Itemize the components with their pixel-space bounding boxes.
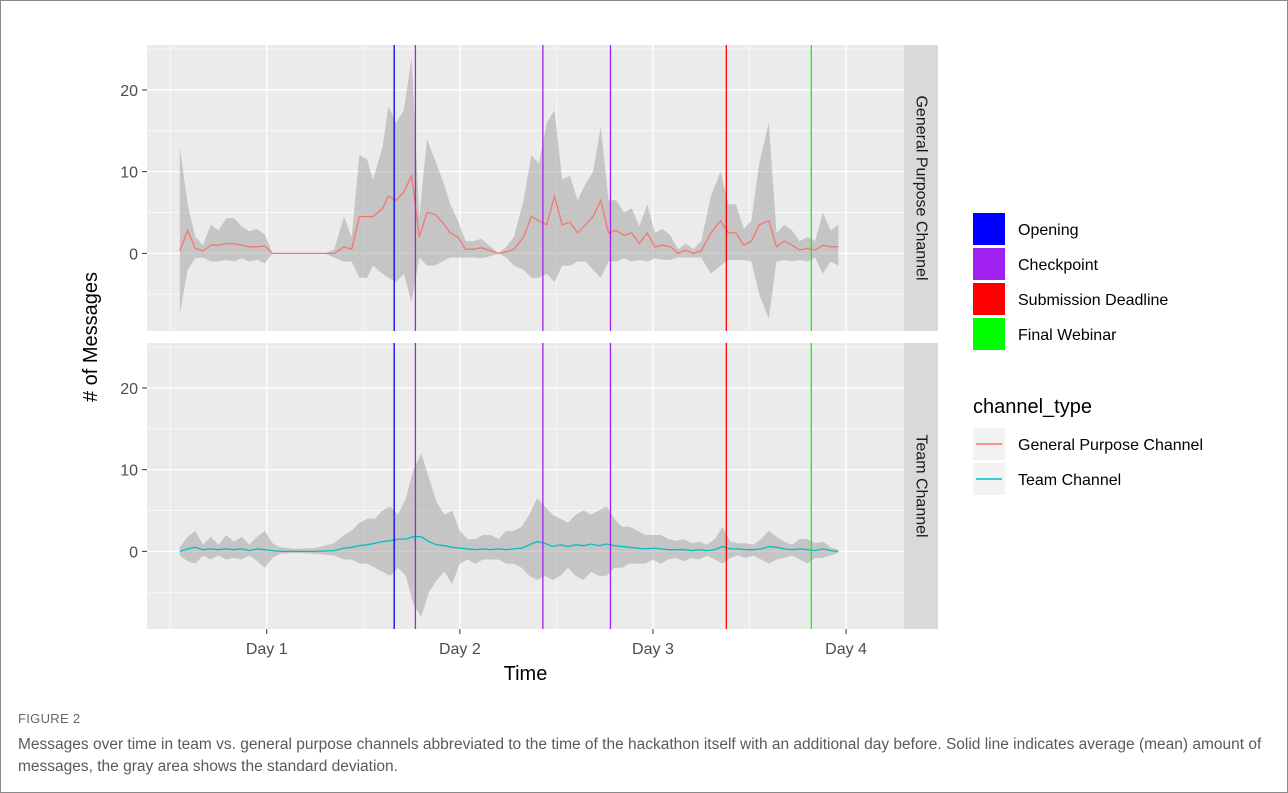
x-axis-title: Time xyxy=(504,663,548,685)
panel-background xyxy=(147,45,904,331)
y-tick-label: 20 xyxy=(120,83,138,100)
legend-label: Checkpoint xyxy=(1018,257,1099,274)
y-tick-label: 10 xyxy=(120,463,138,480)
y-tick-label: 0 xyxy=(129,246,138,263)
y-tick-label: 20 xyxy=(120,381,138,398)
legend-swatch-submission-deadline xyxy=(973,283,1005,315)
chart: General Purpose Channel Team Channel 0 10 2… xyxy=(80,45,1203,685)
x-tick-label: Day 3 xyxy=(632,641,674,658)
facet-panels xyxy=(147,45,904,629)
mean-line-general xyxy=(179,173,839,255)
facet-panel-1 xyxy=(147,45,904,331)
figure-caption: FIGURE 2 Messages over time in team vs. … xyxy=(18,711,1268,778)
facet-strip-label: Team Channel xyxy=(913,434,930,537)
legend-swatch-opening xyxy=(973,213,1005,245)
legend-swatch-checkpoint xyxy=(973,248,1005,280)
legend-label: Opening xyxy=(1018,222,1079,239)
caption-text: Messages over time in team vs. general p… xyxy=(18,736,1262,775)
legend-label: Team Channel xyxy=(1018,472,1121,489)
panel-background xyxy=(147,343,904,629)
x-tick-label: Day 1 xyxy=(246,641,288,658)
std-dev-ribbon xyxy=(179,453,839,617)
legend-title: channel_type xyxy=(973,396,1092,418)
y-tick-label: 0 xyxy=(129,544,138,561)
axes: 0 10 20 0 10 20 Day 1 Day 2 Day 3 Day 4 xyxy=(120,83,867,658)
std-dev-ribbon xyxy=(179,57,839,319)
facet-strip xyxy=(904,343,938,629)
facet-strip-label: General Purpose Channel xyxy=(913,95,930,280)
x-tick-label: Day 4 xyxy=(825,641,867,658)
legend: Opening Checkpoint Submission Deadline Fina… xyxy=(973,213,1203,495)
x-tick-label: Day 2 xyxy=(439,641,481,658)
legend-label: Submission Deadline xyxy=(1018,292,1168,309)
legend-label: Final Webinar xyxy=(1018,327,1117,344)
facet-panel-2 xyxy=(147,343,904,629)
y-tick-label: 10 xyxy=(120,165,138,182)
legend-label: General Purpose Channel xyxy=(1018,437,1203,454)
legend-swatch-final-webinar xyxy=(973,318,1005,350)
facet-strip xyxy=(904,45,938,331)
y-axis-title: # of Messages xyxy=(80,272,102,402)
figure-label: FIGURE 2 xyxy=(18,711,81,726)
mean-line-team xyxy=(179,536,839,553)
facet-strips: General Purpose Channel Team Channel xyxy=(904,45,938,629)
